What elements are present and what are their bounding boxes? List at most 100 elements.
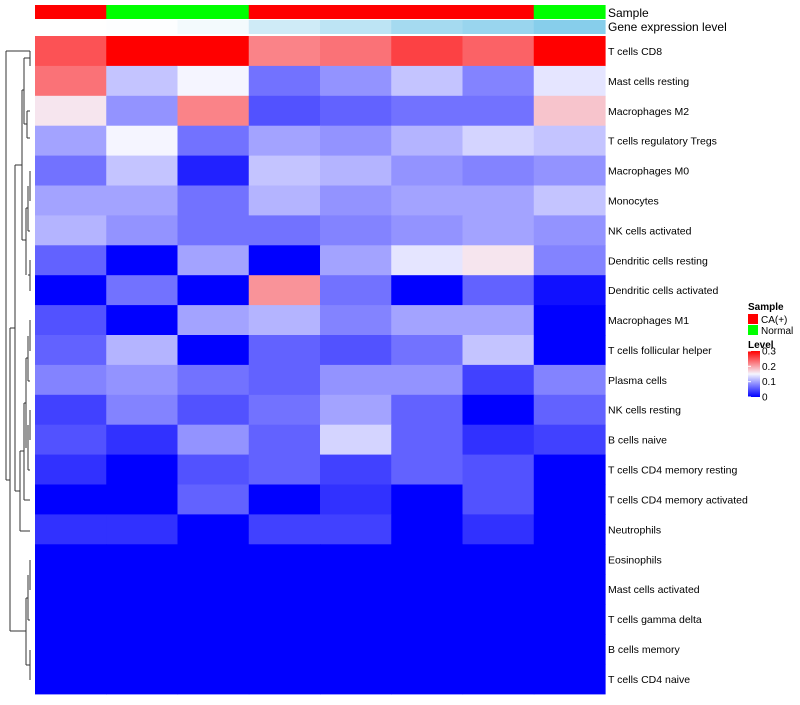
heatmap-cell	[177, 634, 250, 665]
heatmap-cell	[106, 514, 179, 545]
heatmap-cell	[35, 95, 107, 127]
heatmap-cell	[533, 185, 606, 216]
heatmap-cell	[106, 424, 179, 456]
heatmap-cell	[35, 185, 107, 216]
heatmap-cell	[391, 305, 464, 336]
heatmap-cell	[106, 335, 179, 366]
heatmap-cell	[391, 215, 464, 246]
heatmap-cell	[248, 335, 321, 366]
heatmap-cell	[248, 514, 321, 545]
heatmap-cell	[320, 95, 392, 127]
heatmap-cell	[462, 65, 535, 97]
heatmap-cell	[391, 36, 464, 67]
heatmap-cell	[391, 335, 464, 366]
heatmap-cell	[462, 155, 535, 187]
heatmap-cell	[177, 65, 250, 97]
heatmap-cell	[35, 335, 107, 366]
heatmap-cell	[177, 514, 250, 545]
heatmap-cell	[177, 185, 250, 216]
row-label: NK cells resting	[608, 405, 681, 417]
heatmap-cell	[35, 424, 107, 456]
heatmap-cell	[177, 544, 250, 575]
heatmap-cell	[533, 574, 606, 605]
heatmap-cell	[35, 663, 107, 695]
heatmap-cell	[248, 364, 321, 396]
heatmap-cell	[35, 36, 107, 67]
heatmap-cell	[462, 514, 535, 545]
heatmap-cell	[106, 125, 179, 157]
row-label: Eosinophils	[608, 554, 662, 566]
heatmap-cell	[462, 454, 535, 486]
heatmap-cell	[177, 663, 250, 695]
heatmap-cell	[320, 663, 392, 695]
heatmap-cell	[462, 394, 535, 426]
heatmap-cell	[35, 364, 107, 396]
heatmap-cell	[462, 275, 535, 306]
heatmap-cell	[248, 394, 321, 426]
expression-annotation-cell	[248, 20, 321, 34]
heatmap-cell	[391, 663, 464, 695]
heatmap-cell	[35, 514, 107, 545]
heatmap-cell	[391, 424, 464, 456]
heatmap-cell	[106, 604, 179, 635]
heatmap-cell	[320, 484, 392, 515]
heatmap-cell	[35, 215, 107, 246]
sample-annotation-cell	[106, 5, 179, 19]
heatmap-cell	[106, 454, 179, 486]
heatmap-cell	[320, 185, 392, 216]
heatmap-cell	[35, 275, 107, 306]
heatmap-cell	[533, 364, 606, 396]
row-label: T cells CD4 memory resting	[608, 465, 737, 477]
heatmap-cell	[35, 484, 107, 515]
legend-level-title: Level	[748, 340, 774, 351]
heatmap-cell	[106, 155, 179, 187]
heatmap-cell	[177, 454, 250, 486]
heatmap-cell	[248, 544, 321, 575]
heatmap-cell	[248, 305, 321, 336]
heatmap-cell	[177, 245, 250, 276]
heatmap-cell	[320, 604, 392, 635]
heatmap-cell	[533, 215, 606, 246]
heatmap-cell	[462, 544, 535, 575]
row-label: B cells naive	[608, 435, 667, 447]
heatmap-cell	[391, 364, 464, 396]
legend-sample-title: Sample	[748, 302, 784, 313]
heatmap-cell	[248, 245, 321, 276]
heatmap-cell	[177, 125, 250, 157]
row-label: NK cells activated	[608, 225, 692, 237]
row-label: Dendritic cells activated	[608, 285, 718, 297]
expression-annotation-cell	[177, 20, 250, 34]
heatmap-cell	[177, 305, 250, 336]
heatmap-cell	[533, 125, 606, 157]
heatmap-cell	[248, 663, 321, 695]
heatmap-cell	[391, 544, 464, 575]
heatmap-cell	[320, 245, 392, 276]
row-labels: T cells CD8 Mast cells resting Macrophages…	[608, 46, 748, 686]
heatmap-cell	[462, 484, 535, 515]
heatmap-cell	[320, 125, 392, 157]
row-label: Neutrophils	[608, 524, 661, 536]
heatmap-cell	[533, 394, 606, 426]
heatmap-cell	[106, 544, 179, 575]
row-label: Macrophages M0	[608, 166, 689, 178]
heatmap-cell	[248, 634, 321, 665]
sample-annotation-cell	[177, 5, 250, 19]
heatmap-cell	[462, 125, 535, 157]
sample-annotation-cell	[391, 5, 464, 19]
expression-annotation-cell	[35, 20, 107, 34]
heatmap-cell	[391, 604, 464, 635]
heatmap-cell	[320, 634, 392, 665]
heatmap-cell	[177, 364, 250, 396]
heatmap-cell	[462, 634, 535, 665]
heatmap-cell	[462, 604, 535, 635]
heatmap-cell	[320, 364, 392, 396]
heatmap-cell	[533, 634, 606, 665]
row-label: Dendritic cells resting	[608, 255, 708, 267]
heatmap-cell	[35, 604, 107, 635]
heatmap-cell	[533, 335, 606, 366]
heatmap-cell	[533, 514, 606, 545]
heatmap-cell	[35, 544, 107, 575]
heatmap-cell	[35, 634, 107, 665]
row-label: T cells CD8	[608, 46, 662, 58]
